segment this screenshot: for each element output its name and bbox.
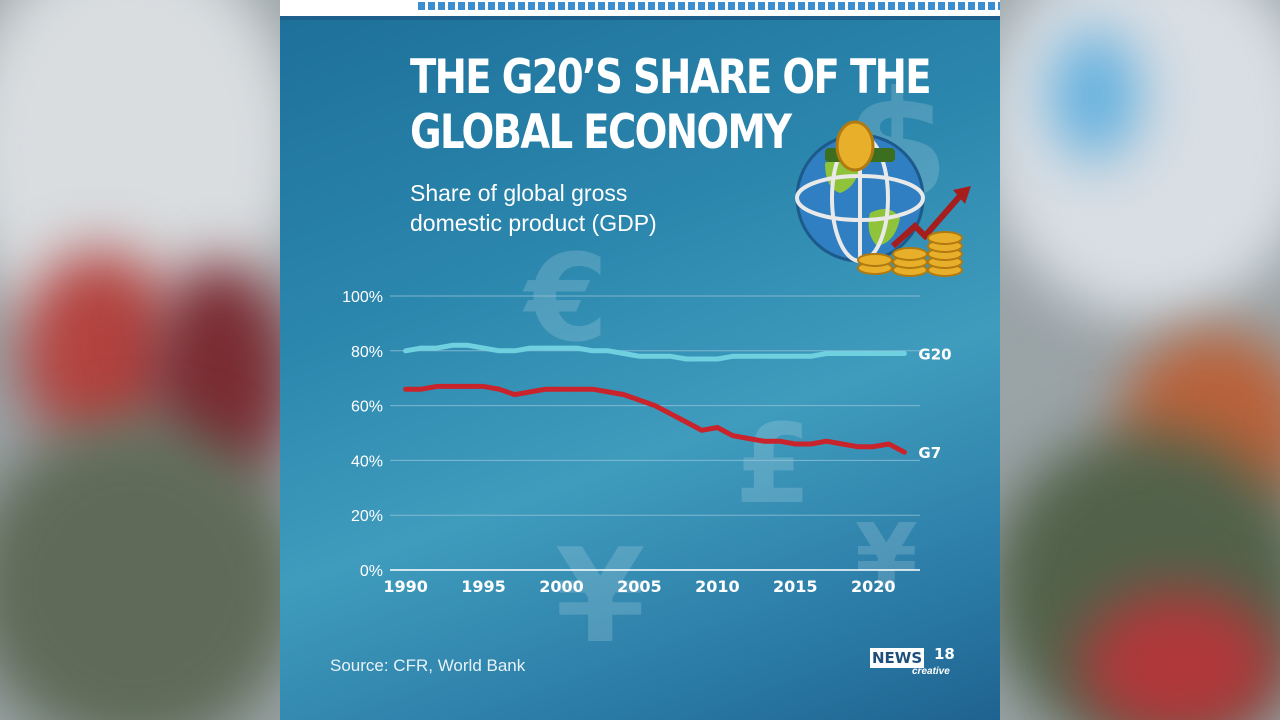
chart-subtitle-line2: domestic product (GDP)	[410, 210, 657, 236]
logo-tagline: creative	[912, 666, 950, 677]
yen-sign-icon: ¥	[555, 520, 646, 672]
y-tick-label: 100%	[342, 289, 383, 306]
x-tick-label: 1990	[383, 577, 428, 596]
infographic-panel: $ € £ ¥ ¥ THE G20’S SHARE OF THE GLOBAL …	[280, 0, 1000, 720]
chart-subtitle-line1: Share of global gross	[410, 180, 628, 206]
yen-sign-icon-2: ¥	[855, 505, 918, 610]
x-tick-label: 2010	[695, 577, 740, 596]
logo-news: NEWS	[870, 648, 925, 668]
logo-number: 18	[934, 645, 955, 663]
top-rule	[280, 16, 1000, 20]
y-tick-label: 20%	[351, 508, 383, 525]
y-tick-label: 80%	[351, 344, 383, 361]
series-line-g20	[403, 342, 907, 362]
y-tick-label: 40%	[351, 453, 383, 470]
x-tick-label: 2020	[851, 577, 896, 596]
series-label-g7: G7	[918, 444, 941, 462]
x-tick-label: 2000	[539, 577, 584, 596]
pound-sign-icon: £	[735, 400, 812, 528]
chart-subtitle: Share of global gross domestic product (…	[410, 178, 710, 238]
chart-title-line2: GLOBAL ECONOMY	[410, 105, 792, 160]
series-label-g20: G20	[918, 346, 951, 364]
x-tick-label: 2015	[773, 577, 818, 596]
y-tick-label: 60%	[351, 399, 383, 416]
x-tick-label: 2005	[617, 577, 662, 596]
news18-logo: NEWS 18 creative	[870, 645, 960, 684]
series-line-g7	[403, 383, 907, 455]
line-chart: 0% 20% 40% 60% 80% 100% 1990 1995 2000 2005 2010 20…	[342, 289, 952, 596]
globe-coins-icon	[795, 120, 971, 277]
dashed-stripe	[418, 2, 1000, 10]
y-tick-label: 0%	[360, 563, 383, 580]
source-note: Source: CFR, World Bank	[330, 656, 526, 675]
top-bar	[280, 0, 1000, 20]
x-tick-label: 1995	[461, 577, 506, 596]
